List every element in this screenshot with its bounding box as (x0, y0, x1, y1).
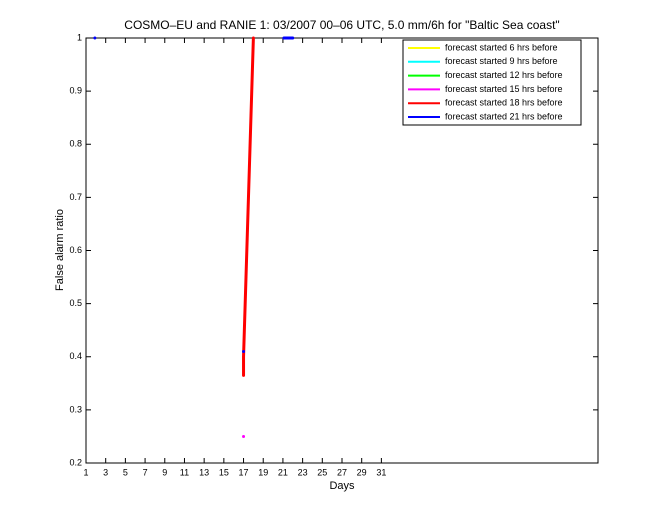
legend-label: forecast started 15 hrs before (445, 84, 563, 94)
x-tick-label: 29 (357, 467, 367, 477)
y-tick-label: 0.7 (69, 192, 82, 202)
data-line (242, 36, 255, 377)
legend-label: forecast started 6 hrs before (445, 42, 558, 52)
legend-label: forecast started 9 hrs before (445, 56, 558, 66)
x-axis-label: Days (329, 480, 355, 492)
x-tick-label: 1 (83, 467, 88, 477)
x-tick-label: 31 (376, 467, 386, 477)
y-tick-label: 0.8 (69, 139, 82, 149)
legend-label: forecast started 21 hrs before (445, 111, 563, 121)
chart-title: COSMO–EU and RANIE 1: 03/2007 00–06 UTC,… (124, 18, 559, 32)
data-line (93, 36, 295, 353)
legend-label: forecast started 18 hrs before (445, 98, 563, 108)
y-tick-label: 0.9 (69, 86, 82, 96)
x-tick-label: 11 (180, 467, 189, 477)
x-tick-label: 17 (239, 467, 249, 477)
x-tick-label: 25 (317, 467, 327, 477)
y-tick-label: 0.2 (69, 457, 82, 467)
x-tick-label: 21 (278, 467, 288, 477)
x-tick-label: 19 (258, 467, 268, 477)
y-tick-label: 0.5 (69, 298, 82, 308)
x-tick-label: 5 (123, 467, 128, 477)
x-tick-label: 9 (162, 467, 167, 477)
y-tick-label: 1 (77, 32, 82, 42)
x-tick-label: 7 (143, 467, 148, 477)
x-tick-label: 23 (298, 467, 308, 477)
x-tick-label: 3 (103, 467, 108, 477)
y-axis-label: False alarm ratio (54, 209, 66, 291)
x-tick-label: 15 (219, 467, 229, 477)
y-tick-label: 0.6 (69, 245, 82, 255)
y-tick-label: 0.3 (69, 404, 82, 414)
y-tick-label: 0.4 (69, 351, 82, 361)
x-tick-label: 27 (337, 467, 347, 477)
legend-label: forecast started 12 hrs before (445, 70, 563, 80)
legend-box (402, 39, 582, 126)
x-tick-label: 13 (199, 467, 209, 477)
